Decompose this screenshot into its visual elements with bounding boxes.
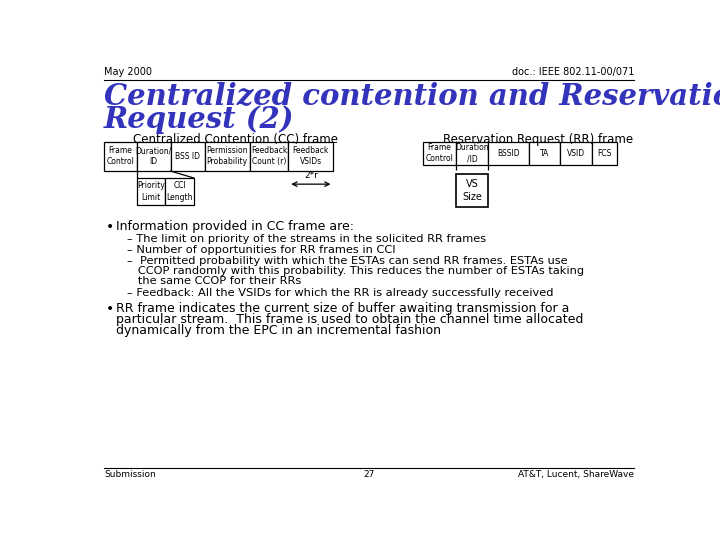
Bar: [171, 142, 204, 171]
Text: Duration
/ID: Duration /ID: [455, 143, 489, 164]
Bar: [528, 142, 559, 165]
Text: AT&T, Lucent, ShareWave: AT&T, Lucent, ShareWave: [518, 470, 634, 479]
Bar: [104, 142, 137, 171]
Text: Information provided in CC frame are:: Information provided in CC frame are:: [116, 220, 354, 233]
Text: •: •: [106, 302, 114, 316]
Text: BSS ID: BSS ID: [175, 152, 200, 161]
Bar: [204, 142, 250, 171]
Text: Frame
Control: Frame Control: [426, 143, 454, 164]
Bar: [456, 142, 488, 165]
Text: Duration/
ID: Duration/ ID: [135, 146, 171, 166]
Text: TA: TA: [539, 149, 549, 158]
Text: the same CCOP for their RRs: the same CCOP for their RRs: [127, 276, 302, 286]
Text: 27: 27: [364, 470, 374, 479]
Text: 2*r: 2*r: [304, 171, 318, 180]
Text: Priority
Limit: Priority Limit: [137, 181, 165, 201]
Bar: [559, 142, 593, 165]
Text: Request (2): Request (2): [104, 105, 294, 134]
Text: Feedback
Count (r): Feedback Count (r): [251, 146, 287, 166]
Bar: [137, 142, 171, 171]
Text: CCOP randomly with this probability. This reduces the number of ESTAs taking: CCOP randomly with this probability. Thi…: [127, 266, 585, 276]
Text: VS
Size: VS Size: [462, 179, 482, 202]
Bar: [423, 142, 456, 165]
Text: dynamically from the EPC in an incremental fashion: dynamically from the EPC in an increment…: [116, 323, 441, 336]
Text: – Number of opportunities for RR frames in CCI: – Number of opportunities for RR frames …: [127, 245, 396, 255]
Text: – Feedback: All the VSIDs for which the RR is already successfully received: – Feedback: All the VSIDs for which the …: [127, 288, 554, 298]
Text: particular stream.  This frame is used to obtain the channel time allocated: particular stream. This frame is used to…: [116, 313, 583, 326]
Text: Feedback
VSIDs: Feedback VSIDs: [293, 146, 329, 166]
Text: Centralized Contention (CC) frame: Centralized Contention (CC) frame: [132, 132, 338, 146]
Text: Submission: Submission: [104, 470, 156, 479]
Bar: [488, 142, 528, 165]
Text: –  Permitted probability with which the ESTAs can send RR frames. ESTAs use: – Permitted probability with which the E…: [127, 256, 568, 266]
Bar: [593, 142, 617, 165]
Text: BSSID: BSSID: [498, 149, 520, 158]
Bar: [250, 142, 289, 171]
Text: May 2000: May 2000: [104, 67, 152, 77]
Bar: [456, 174, 488, 207]
Bar: [137, 178, 165, 205]
Bar: [165, 178, 194, 205]
Text: •: •: [106, 220, 114, 234]
Text: VSID: VSID: [567, 149, 585, 158]
Text: FCS: FCS: [598, 149, 612, 158]
Text: doc.: IEEE 802.11-00/071: doc.: IEEE 802.11-00/071: [512, 67, 634, 77]
Text: Centralized contention and Reservation: Centralized contention and Reservation: [104, 82, 720, 111]
Text: – The limit on priority of the streams in the solicited RR frames: – The limit on priority of the streams i…: [127, 234, 486, 244]
Text: Reservation Request (RR) frame: Reservation Request (RR) frame: [443, 132, 633, 146]
Text: CCI
Length: CCI Length: [166, 181, 193, 201]
Text: Frame
Control: Frame Control: [107, 146, 134, 166]
Text: RR frame indicates the current size of buffer awaiting transmission for a: RR frame indicates the current size of b…: [116, 302, 569, 315]
Bar: [289, 142, 333, 171]
Text: Permission
Probability: Permission Probability: [207, 146, 248, 166]
